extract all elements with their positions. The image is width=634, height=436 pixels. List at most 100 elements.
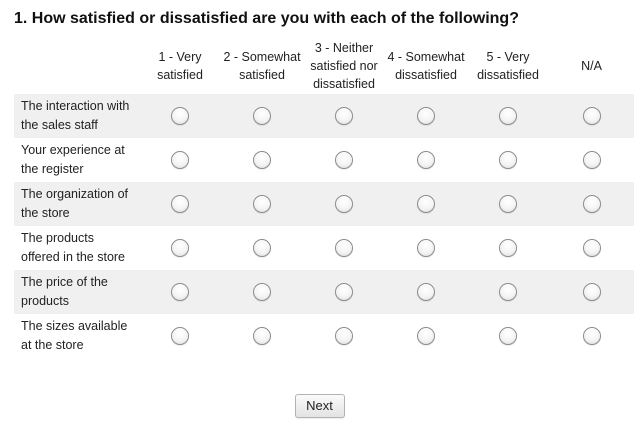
table-row: The price of the products [14, 270, 634, 314]
navigation-bar: Next [0, 394, 634, 418]
row-label-line: The price of the [21, 275, 108, 289]
radio-cell [467, 138, 549, 182]
radio-button-very-satisfied[interactable] [171, 150, 189, 169]
radio-button-somewhat-satisfied[interactable] [253, 238, 271, 257]
radio-button-very-satisfied[interactable] [171, 282, 189, 301]
radio-button-somewhat-dissatisfied[interactable] [417, 326, 435, 345]
radio-button-neutral[interactable] [335, 326, 353, 345]
radio-button-somewhat-dissatisfied[interactable] [417, 150, 435, 169]
table-row: The interaction with the sales staff [14, 94, 634, 138]
radio-cell [303, 270, 385, 314]
column-header-line: N/A [581, 59, 602, 73]
radio-cell [221, 182, 303, 226]
radio-button-very-dissatisfied[interactable] [499, 326, 517, 345]
radio-cell [221, 270, 303, 314]
row-label-line: the sales staff [21, 118, 98, 132]
table-row: The organization of the store [14, 182, 634, 226]
radio-button-very-dissatisfied[interactable] [499, 150, 517, 169]
column-header-line: 3 - Neither [314, 41, 374, 55]
radio-cell [221, 138, 303, 182]
column-header-very-dissatisfied: 5 - Very dissatisfied [467, 38, 549, 94]
column-header-line: 1 - Very [158, 50, 202, 64]
radio-cell [549, 138, 634, 182]
table-row: Your experience at the register [14, 138, 634, 182]
radio-button-very-satisfied[interactable] [171, 106, 189, 125]
radio-button-neutral[interactable] [335, 238, 353, 257]
radio-button-neutral[interactable] [335, 194, 353, 213]
row-label-line: products [21, 294, 69, 308]
radio-cell [139, 270, 221, 314]
radio-cell [221, 314, 303, 358]
radio-button-very-dissatisfied[interactable] [499, 282, 517, 301]
radio-cell [139, 138, 221, 182]
radio-cell [385, 270, 467, 314]
row-label-line: The products [21, 231, 94, 245]
radio-cell [467, 94, 549, 138]
radio-button-very-dissatisfied[interactable] [499, 106, 517, 125]
radio-button-somewhat-satisfied[interactable] [253, 106, 271, 125]
next-button[interactable]: Next [294, 394, 345, 418]
column-header-somewhat-satisfied: 2 - Somewhat satisfied [221, 38, 303, 94]
column-header-line: 5 - Very [486, 50, 530, 64]
column-header-neutral: 3 - Neither satisfied nor dissatisfied [303, 38, 385, 94]
row-label: The sizes available at the store [14, 314, 139, 358]
radio-cell [221, 226, 303, 270]
radio-button-somewhat-satisfied[interactable] [253, 150, 271, 169]
radio-button-very-dissatisfied[interactable] [499, 194, 517, 213]
row-label: The interaction with the sales staff [14, 94, 139, 138]
radio-button-very-satisfied[interactable] [171, 326, 189, 345]
radio-cell [549, 94, 634, 138]
radio-cell [139, 314, 221, 358]
radio-button-somewhat-dissatisfied[interactable] [417, 106, 435, 125]
radio-cell [385, 94, 467, 138]
radio-button-very-dissatisfied[interactable] [499, 238, 517, 257]
column-header-very-satisfied: 1 - Very satisfied [139, 38, 221, 94]
radio-cell [549, 226, 634, 270]
radio-button-na[interactable] [582, 238, 601, 257]
column-header-line: dissatisfied [395, 68, 457, 82]
radio-cell [467, 314, 549, 358]
radio-button-na[interactable] [582, 150, 601, 169]
radio-button-na[interactable] [582, 194, 601, 213]
radio-button-neutral[interactable] [335, 282, 353, 301]
column-header-line: 2 - Somewhat [223, 50, 301, 64]
radio-button-na[interactable] [582, 282, 601, 301]
radio-cell [549, 182, 634, 226]
radio-button-na[interactable] [582, 326, 601, 345]
radio-button-very-satisfied[interactable] [171, 194, 189, 213]
column-header-line: satisfied [157, 68, 203, 82]
radio-cell [467, 182, 549, 226]
radio-cell [385, 138, 467, 182]
radio-button-somewhat-satisfied[interactable] [253, 194, 271, 213]
table-row: The sizes available at the store [14, 314, 634, 358]
radio-button-neutral[interactable] [335, 150, 353, 169]
radio-button-somewhat-satisfied[interactable] [253, 326, 271, 345]
radio-cell [549, 270, 634, 314]
radio-cell [467, 226, 549, 270]
radio-cell [139, 94, 221, 138]
column-header-line: dissatisfied [477, 68, 539, 82]
radio-button-na[interactable] [582, 106, 601, 125]
column-header-line: satisfied [239, 68, 285, 82]
radio-button-somewhat-dissatisfied[interactable] [417, 238, 435, 257]
radio-cell [303, 138, 385, 182]
row-label-line: The sizes available [21, 319, 128, 333]
radio-cell [549, 314, 634, 358]
question-title: 1. How satisfied or dissatisfied are you… [14, 10, 519, 27]
table-row: The products offered in the store [14, 226, 634, 270]
row-label: The price of the products [14, 270, 139, 314]
column-header-na: N/A [549, 38, 634, 94]
row-label: The products offered in the store [14, 226, 139, 270]
radio-button-somewhat-satisfied[interactable] [253, 282, 271, 301]
radio-button-somewhat-dissatisfied[interactable] [417, 282, 435, 301]
radio-cell [221, 94, 303, 138]
radio-button-somewhat-dissatisfied[interactable] [417, 194, 435, 213]
radio-button-neutral[interactable] [335, 106, 353, 125]
column-header-line: dissatisfied [313, 77, 375, 91]
radio-cell [303, 226, 385, 270]
radio-cell [303, 182, 385, 226]
radio-button-very-satisfied[interactable] [171, 238, 189, 257]
header-corner [14, 38, 139, 94]
column-header-somewhat-dissatisfied: 4 - Somewhat dissatisfied [385, 38, 467, 94]
